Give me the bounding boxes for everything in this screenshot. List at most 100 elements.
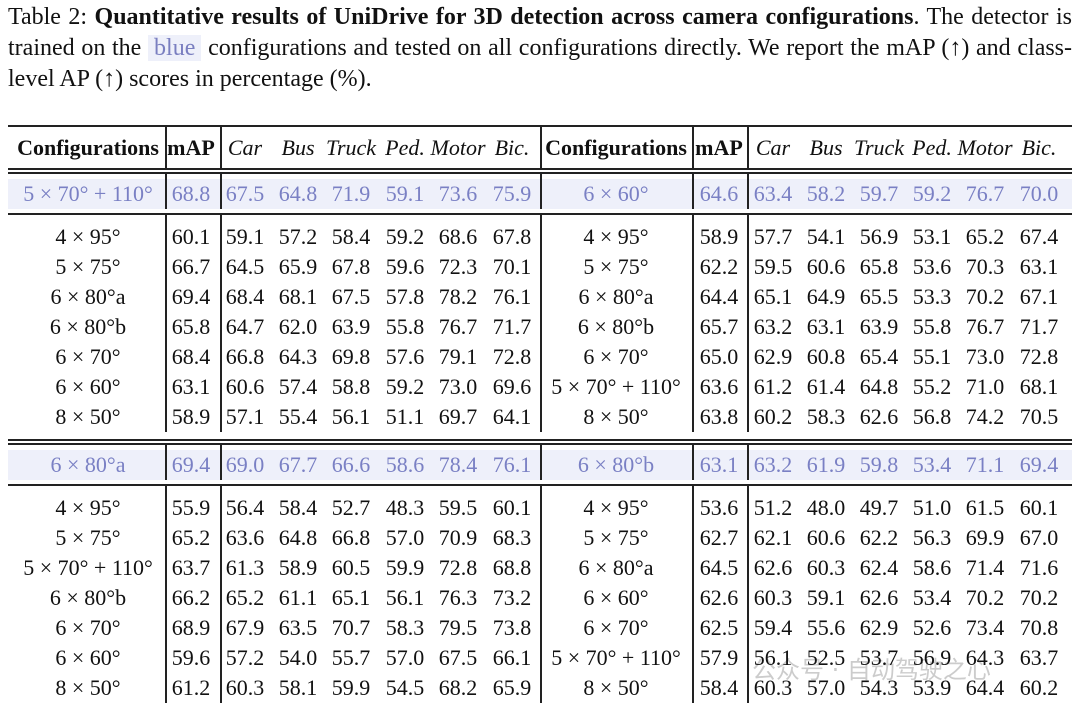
data-cell: 55.7 (331, 645, 371, 670)
data-cell: 59.5 (753, 254, 793, 279)
caption-highlight: blue (148, 35, 202, 61)
data-cell: 60.8 (806, 344, 846, 369)
train-cell: 58.2 (806, 181, 846, 206)
data-cell: 63.2 (753, 314, 793, 339)
caption-bold: Quantitative results of UniDrive for 3D … (94, 4, 914, 30)
train-cell: 6 × 80°a (50, 452, 126, 477)
data-cell: 4 × 95° (55, 495, 121, 520)
rule (8, 484, 1072, 486)
data-cell: 63.1 (806, 314, 846, 339)
caption-text: configurations and tested on all configu… (8, 35, 1073, 92)
data-cell: 55.2 (912, 374, 952, 399)
data-cell: 56.4 (225, 495, 265, 520)
data-cell: 59.4 (753, 615, 793, 640)
data-cell: 54.0 (278, 645, 318, 670)
data-cell: 65.1 (753, 284, 793, 309)
data-cell: 72.3 (438, 254, 478, 279)
column-rule (165, 445, 167, 480)
train-cell: 75.9 (492, 181, 532, 206)
column-rule (220, 445, 222, 480)
column-rule (747, 127, 749, 168)
data-cell: 8 × 50° (55, 675, 121, 700)
data-cell: 71.7 (1019, 314, 1059, 339)
data-cell: 8 × 50° (583, 675, 649, 700)
data-cell: 64.4 (965, 675, 1005, 700)
data-cell: 52.5 (806, 645, 846, 670)
data-cell: 59.1 (225, 224, 265, 249)
data-cell: 62.6 (859, 585, 899, 610)
rule (8, 439, 1072, 441)
data-cell: 64.8 (278, 525, 318, 550)
data-cell: 65.5 (859, 284, 899, 309)
header-cell: Car (755, 135, 791, 160)
train-cell: 5 × 70° + 110° (23, 181, 153, 206)
data-cell: 68.8 (492, 555, 532, 580)
data-cell: 6 × 60° (583, 585, 649, 610)
data-cell: 65.2 (171, 525, 211, 550)
data-cell: 63.6 (699, 374, 739, 399)
data-cell: 57.9 (699, 645, 739, 670)
rule (8, 125, 1072, 127)
data-cell: 51.2 (753, 495, 793, 520)
train-cell: 71.9 (331, 181, 371, 206)
data-cell: 63.1 (171, 374, 211, 399)
data-cell: 71.6 (1019, 555, 1059, 580)
data-cell: 67.8 (492, 224, 532, 249)
header-cell: Car (227, 135, 263, 160)
data-cell: 69.6 (492, 374, 532, 399)
data-cell: 64.1 (492, 404, 532, 429)
data-cell: 65.2 (965, 224, 1005, 249)
data-cell: 60.3 (753, 675, 793, 700)
data-cell: 60.1 (492, 495, 532, 520)
data-cell: 66.1 (492, 645, 532, 670)
data-cell: 70.7 (331, 615, 371, 640)
data-cell: 70.8 (1019, 615, 1059, 640)
data-cell: 70.2 (965, 284, 1005, 309)
train-cell: 78.4 (438, 452, 478, 477)
data-cell: 79.1 (438, 344, 478, 369)
train-cell: 76.1 (492, 452, 532, 477)
data-cell: 56.9 (912, 645, 952, 670)
data-cell: 60.6 (806, 254, 846, 279)
data-cell: 53.6 (699, 495, 739, 520)
data-cell: 62.6 (859, 404, 899, 429)
data-cell: 48.3 (385, 495, 425, 520)
data-cell: 66.8 (331, 525, 371, 550)
data-cell: 66.2 (171, 585, 211, 610)
data-cell: 57.8 (385, 284, 425, 309)
data-cell: 72.8 (492, 344, 532, 369)
data-cell: 5 × 70° + 110° (551, 645, 681, 670)
header-cell: Bic. (1021, 135, 1057, 160)
data-cell: 54.1 (806, 224, 846, 249)
data-cell: 71.7 (492, 314, 532, 339)
data-cell: 59.9 (385, 555, 425, 580)
column-rule (165, 486, 167, 703)
train-cell: 59.7 (859, 181, 899, 206)
header-cell: Ped. (912, 135, 952, 160)
column-rule (747, 445, 749, 480)
data-cell: 6 × 80°a (578, 555, 654, 580)
data-cell: 61.2 (753, 374, 793, 399)
data-cell: 6 × 70° (583, 344, 649, 369)
data-cell: 73.2 (492, 585, 532, 610)
column-rule (220, 486, 222, 703)
data-cell: 65.0 (699, 344, 739, 369)
train-cell: 59.2 (912, 181, 952, 206)
train-cell: 76.7 (965, 181, 1005, 206)
data-cell: 57.6 (385, 344, 425, 369)
data-cell: 5 × 70° + 110° (23, 555, 153, 580)
header-cell: Configurations (545, 135, 687, 160)
train-cell: 69.4 (171, 452, 211, 477)
data-cell: 63.1 (1019, 254, 1059, 279)
data-cell: 68.6 (438, 224, 478, 249)
data-cell: 67.9 (225, 615, 265, 640)
column-rule (220, 127, 222, 168)
data-cell: 63.8 (699, 404, 739, 429)
data-cell: 53.1 (912, 224, 952, 249)
column-rule (165, 215, 167, 432)
data-cell: 72.8 (438, 555, 478, 580)
data-cell: 67.5 (438, 645, 478, 670)
data-cell: 58.9 (699, 224, 739, 249)
train-cell: 67.7 (278, 452, 318, 477)
